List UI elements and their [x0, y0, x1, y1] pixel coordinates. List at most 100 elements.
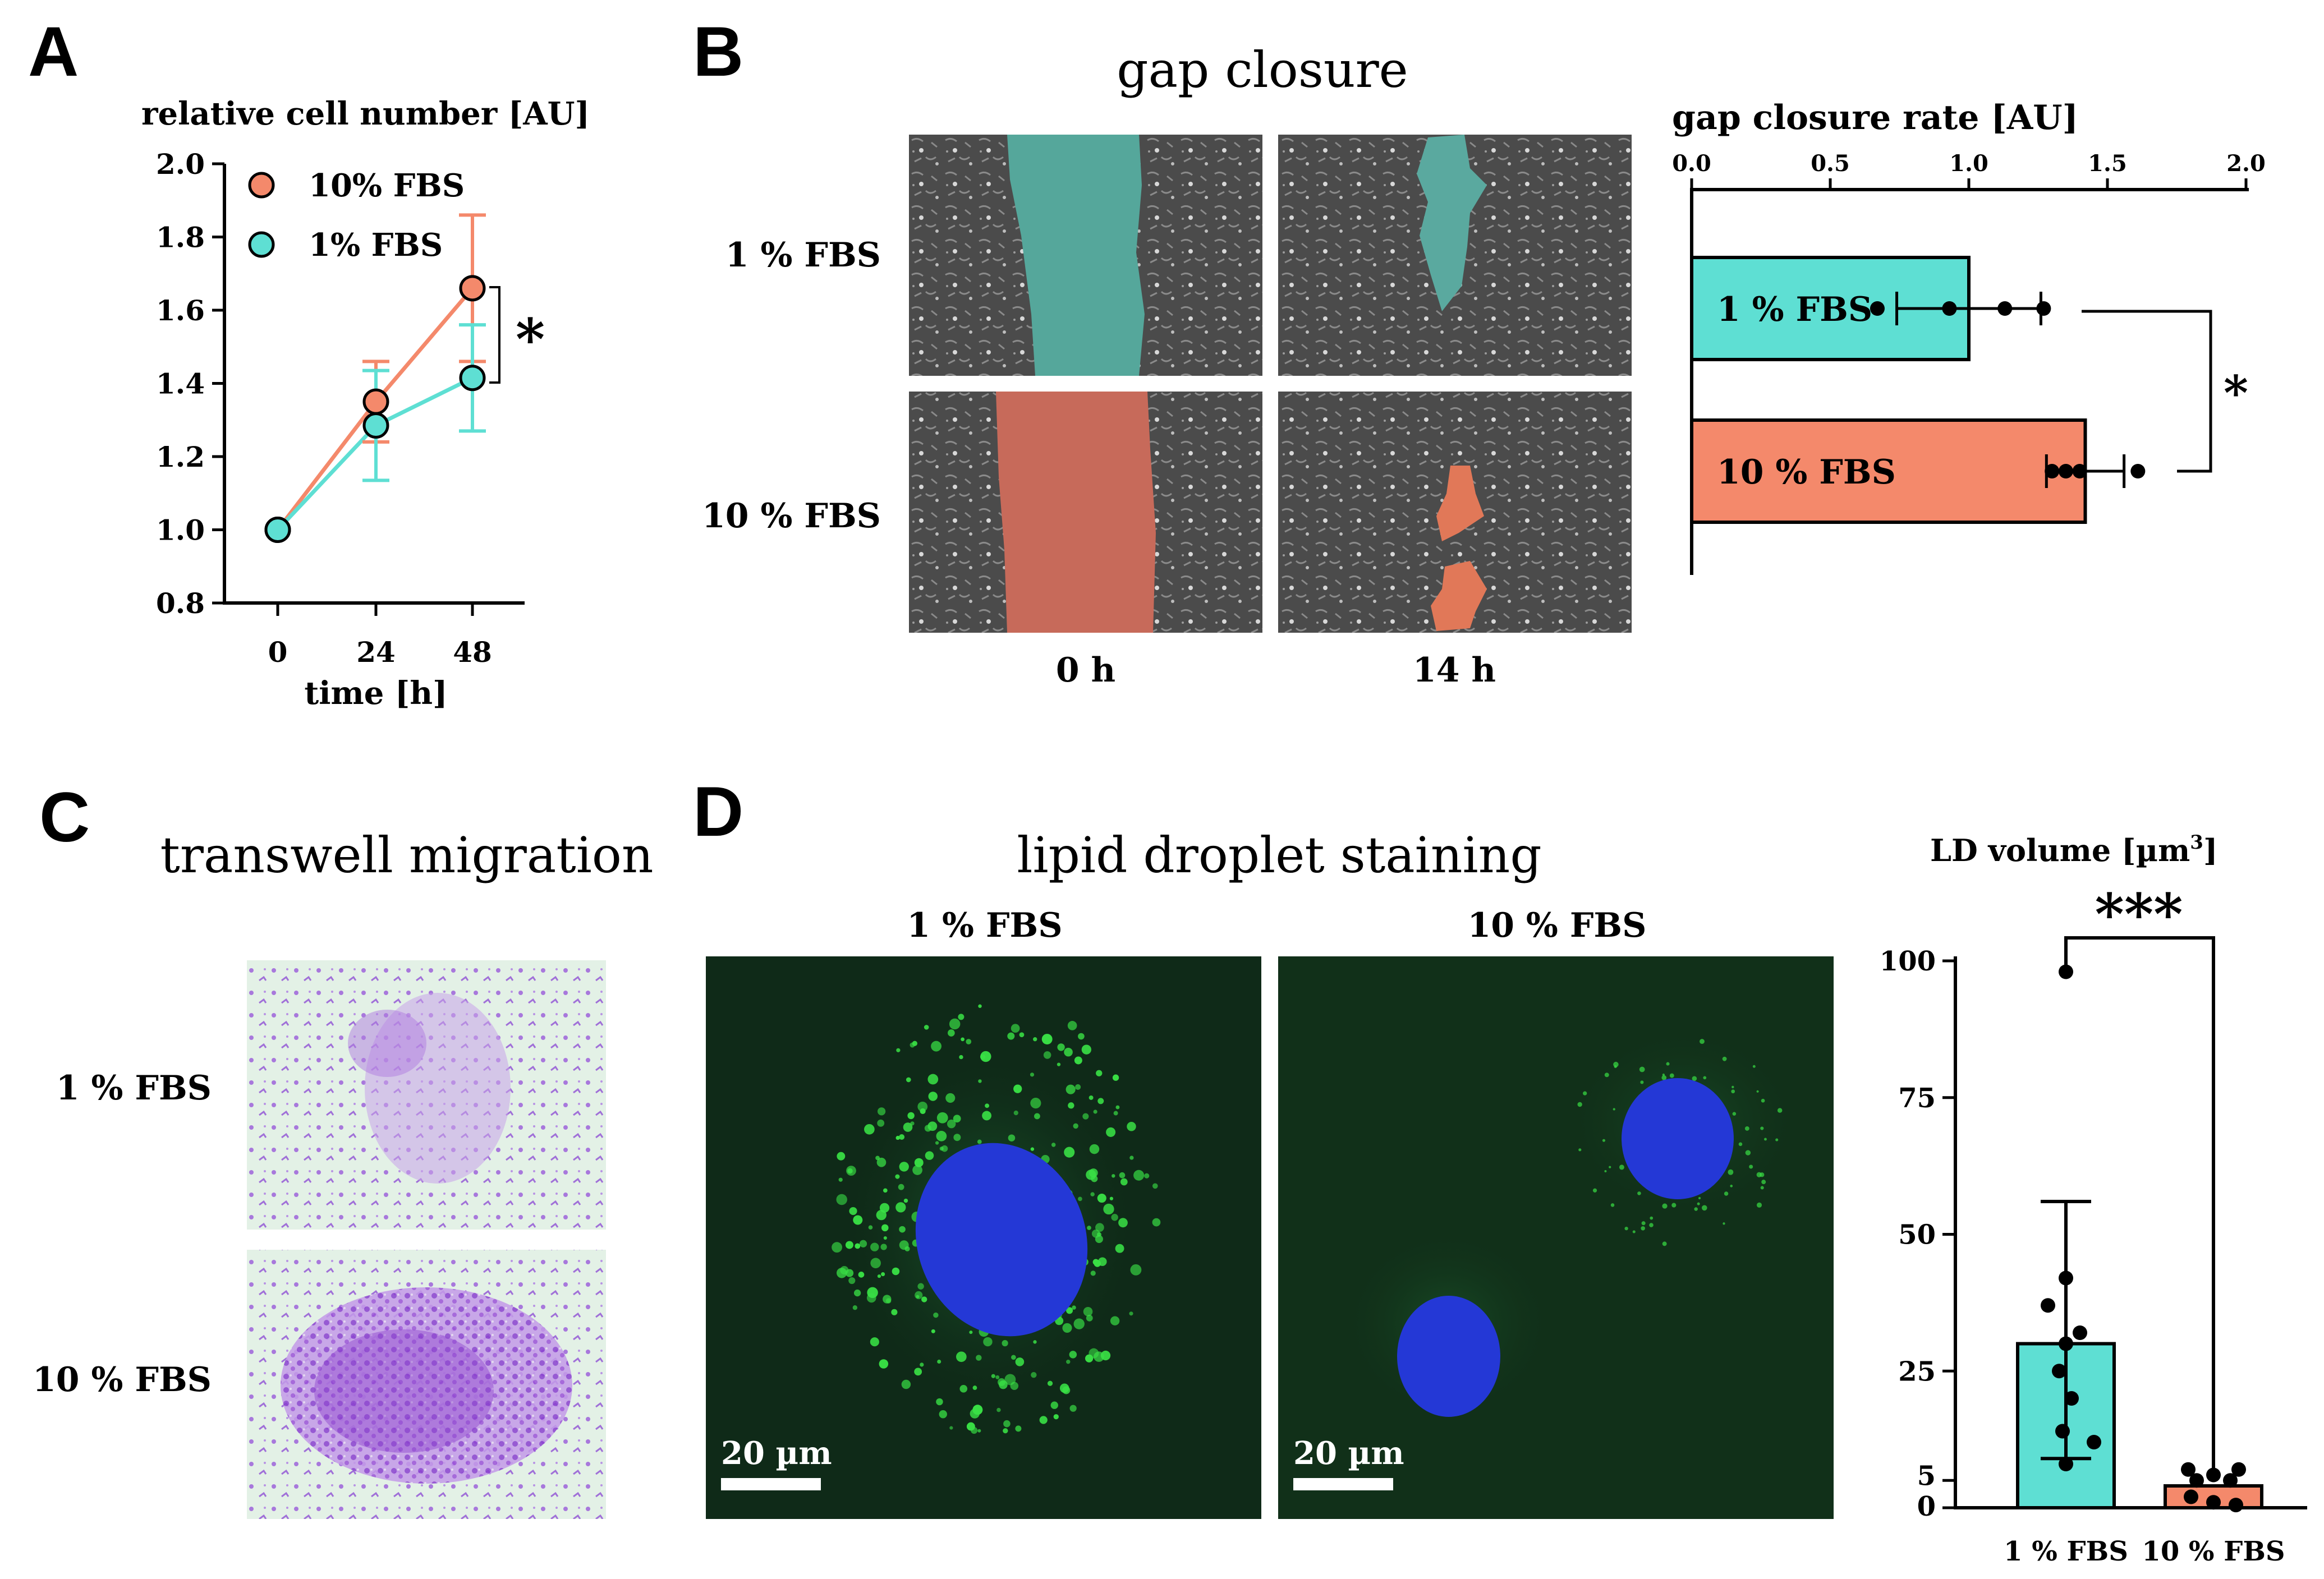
lipid-droplet	[983, 1337, 993, 1347]
lipid-droplet	[1072, 1305, 1076, 1310]
lipid-droplet	[1011, 1024, 1020, 1033]
lipid-droplet	[895, 1135, 900, 1140]
lipid-droplet	[1075, 1084, 1081, 1090]
lipid-droplet	[1019, 1032, 1025, 1038]
lipid-droplet	[1069, 1351, 1077, 1359]
lipid-droplet	[1723, 1222, 1725, 1225]
chart-b-title: gap closure rate [AU]	[1672, 98, 2078, 137]
lipid-droplet	[1057, 1062, 1061, 1066]
lipid-droplet	[1115, 1244, 1124, 1253]
gap-col-label-1: 0 h	[1056, 651, 1115, 690]
chart-d-title: LD volume [µm3]	[1930, 831, 2218, 868]
lipid-droplet	[1756, 1090, 1759, 1093]
lipid-droplet	[1112, 1074, 1119, 1081]
lipid-droplet	[1057, 1043, 1065, 1051]
lipid-droplet	[1152, 1183, 1158, 1189]
lipid-staining-panel: lipid droplet staining 1 % FBS 10 % FBS …	[706, 826, 1834, 1519]
lipid-droplet	[1085, 1354, 1094, 1362]
lipid-droplet	[1074, 1056, 1082, 1065]
chart-a-point-fbs10	[459, 275, 486, 302]
lipid-droplet	[1764, 1138, 1767, 1141]
chart-a-ytick-label: 1.8	[156, 221, 205, 254]
chart-d-title-end: ]	[2203, 832, 2218, 868]
lipid-droplet	[1692, 1076, 1697, 1081]
gap-closure-title: gap closure	[1117, 41, 1408, 99]
lipid-droplet	[1133, 1170, 1145, 1181]
lipid-droplet	[936, 1112, 948, 1124]
gap-row-label-2: 10 % FBS	[702, 496, 881, 536]
chart-d-point	[2206, 1495, 2221, 1510]
lipid-droplet	[859, 1240, 867, 1247]
chart-cell-number: relative cell number [AU] 0.8 1.0 1.2 1.4 1.…	[141, 95, 590, 712]
chart-a-ytick-label: 1.6	[156, 294, 205, 327]
lipid-droplet	[1083, 1306, 1093, 1316]
lipid-droplet	[1033, 1037, 1037, 1042]
lipid-droplet	[917, 1283, 924, 1290]
lipid-droplet	[853, 1215, 863, 1225]
lipid-col-label-1: 1 % FBS	[907, 906, 1062, 945]
lipid-droplet	[910, 1121, 915, 1126]
chart-d-point	[2059, 1336, 2073, 1351]
lipid-title: lipid droplet staining	[1017, 826, 1541, 884]
lipid-droplet	[877, 1274, 881, 1278]
lipid-droplet	[1701, 1205, 1707, 1211]
lipid-droplet	[1095, 1235, 1103, 1244]
lipid-droplet	[849, 1207, 857, 1216]
nucleus	[1397, 1296, 1500, 1417]
chart-gap-closure-rate: gap closure rate [AU] 0.0 0.5 1.0 1.5 2.0 1 …	[1672, 98, 2266, 575]
lipid-droplet	[1064, 1047, 1073, 1057]
lipid-droplet	[1039, 1416, 1048, 1424]
lipid-droplet	[1078, 1196, 1082, 1201]
lipid-droplet	[1637, 1191, 1641, 1195]
lipid-droplet	[864, 1124, 875, 1135]
lipid-droplet	[1062, 1323, 1072, 1333]
lipid-droplet	[1033, 1340, 1037, 1344]
scale-bar-label: 20 µm	[1293, 1435, 1404, 1472]
lipid-droplet	[1015, 1425, 1022, 1432]
lipid-droplet	[1744, 1126, 1749, 1131]
lipid-droplet	[1109, 1196, 1114, 1200]
lipid-droplet	[912, 1165, 922, 1175]
lipid-droplet	[1760, 1172, 1765, 1177]
lipid-droplet	[1097, 1098, 1104, 1104]
lipid-droplet	[921, 1296, 927, 1302]
chart-a-ytick-label: 2.0	[156, 148, 205, 181]
lipid-droplet	[939, 1147, 944, 1151]
lipid-droplet	[947, 1119, 956, 1129]
lipid-droplet	[906, 1077, 911, 1083]
lipid-droplet	[1738, 1142, 1743, 1147]
panel-letter-a: A	[28, 13, 79, 91]
lipid-droplet	[1086, 1314, 1093, 1322]
lipid-droplet	[837, 1152, 846, 1161]
chart-a-ytick-label: 1.2	[156, 440, 205, 473]
lipid-droplet	[1639, 1066, 1645, 1072]
lipid-droplet	[877, 1107, 886, 1116]
lipid-droplet	[1152, 1218, 1161, 1227]
lipid-droplet	[1089, 1144, 1100, 1154]
chart-b-point	[2058, 464, 2073, 478]
chart-d-point	[2059, 1270, 2073, 1286]
lipid-droplet	[895, 1202, 906, 1213]
lipid-droplet	[903, 1198, 908, 1203]
lipid-droplet	[879, 1203, 890, 1213]
chart-b-point	[2045, 464, 2060, 478]
chart-b-point	[1997, 301, 2013, 316]
lipid-droplet	[1030, 1098, 1041, 1109]
lipid-droplet	[1090, 1192, 1095, 1196]
panel-letter-d: D	[693, 773, 743, 851]
chart-d-point	[2229, 1498, 2243, 1513]
lipid-droplet	[1013, 1110, 1018, 1116]
lipid-droplet	[1649, 1223, 1654, 1227]
lipid-droplet	[1592, 1188, 1597, 1193]
lipid-droplet	[1059, 1383, 1069, 1393]
lipid-droplet	[1129, 1156, 1134, 1160]
lipid-droplet	[935, 1141, 939, 1145]
lipid-droplet	[971, 1426, 978, 1434]
lipid-droplet	[1662, 1203, 1668, 1209]
lipid-droplet	[848, 1277, 856, 1285]
lipid-droplet	[879, 1359, 889, 1369]
lipid-droplet	[1731, 1089, 1735, 1094]
lipid-droplet	[949, 1426, 953, 1430]
chart-a-xlabel: time [h]	[304, 675, 447, 712]
lipid-droplet	[1700, 1039, 1705, 1044]
